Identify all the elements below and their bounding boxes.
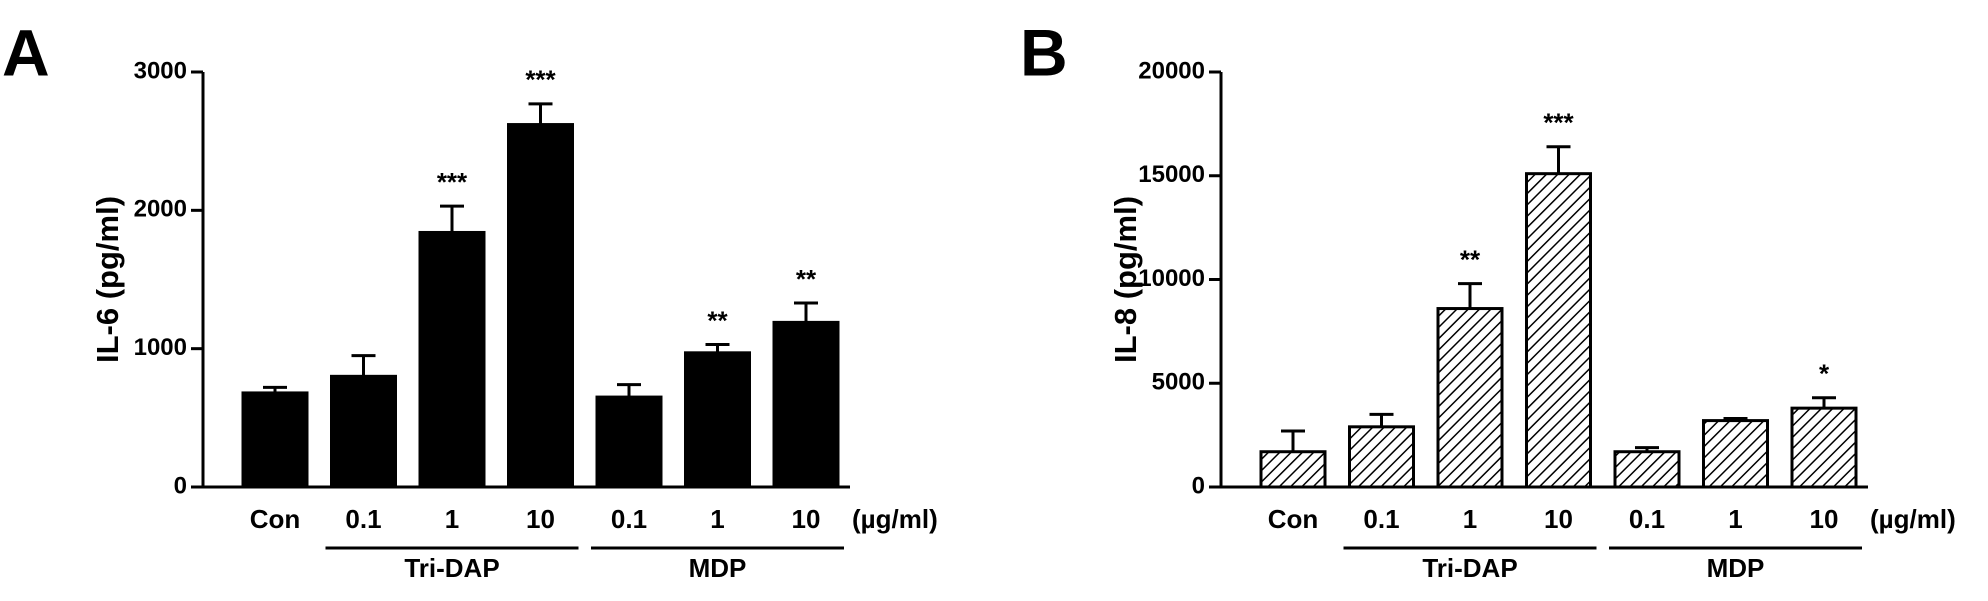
error-bar <box>617 383 641 398</box>
x-tick-label: 0.1 <box>611 504 647 534</box>
bar <box>772 320 840 489</box>
y-tick-label: 1000 <box>134 334 187 361</box>
bar <box>1702 419 1769 489</box>
y-tick-label: 0 <box>1192 472 1205 499</box>
significance-label: *** <box>525 65 556 95</box>
panel-label: B <box>1020 15 1068 89</box>
error-bar <box>1812 396 1836 409</box>
x-tick-label: 1 <box>1728 504 1742 534</box>
x-tick-label: 10 <box>1544 504 1573 534</box>
bar <box>1259 450 1327 489</box>
error-bar <box>1281 429 1305 452</box>
bar <box>330 374 397 489</box>
group-label: MDP <box>689 553 747 583</box>
significance-label: *** <box>437 167 468 197</box>
error-bar <box>1546 145 1571 174</box>
bar <box>684 351 751 489</box>
x-tick-label: 10 <box>792 504 821 534</box>
x-tick-label: 1 <box>445 504 459 534</box>
significance-label: ** <box>796 264 817 294</box>
x-tick-label: Con <box>1268 504 1319 534</box>
panel-label: A <box>2 15 50 89</box>
x-tick-label: 1 <box>1463 504 1477 534</box>
error-bar <box>440 204 464 233</box>
bar <box>1525 172 1592 489</box>
x-tick-label: 0.1 <box>1629 504 1665 534</box>
error-bar <box>794 301 818 323</box>
error-bar <box>1458 282 1482 309</box>
y-axis-label: IL-6 (pg/ml) <box>90 196 125 363</box>
group-label: MDP <box>1707 553 1765 583</box>
group-label: Tri-DAP <box>404 553 499 583</box>
x-unit-label: (µg/ml) <box>1870 504 1956 534</box>
bar <box>1436 307 1504 489</box>
significance-label: ** <box>1460 245 1481 275</box>
y-tick-label: 15000 <box>1138 161 1205 188</box>
y-tick-label: 10000 <box>1138 265 1205 292</box>
x-tick-label: 1 <box>710 504 724 534</box>
x-tick-label: 0.1 <box>345 504 381 534</box>
x-tick-label: Con <box>250 504 301 534</box>
y-tick-label: 2000 <box>134 196 187 223</box>
bar <box>595 395 663 489</box>
group-label: Tri-DAP <box>1422 553 1517 583</box>
x-tick-label: 0.1 <box>1363 504 1399 534</box>
error-bar <box>1369 412 1394 427</box>
x-unit-label: (µg/ml) <box>852 504 938 534</box>
x-tick-label: 10 <box>526 504 555 534</box>
bar <box>1348 425 1415 489</box>
bar <box>507 123 574 489</box>
significance-label: *** <box>1543 108 1574 138</box>
bar <box>418 230 486 489</box>
y-tick-label: 0 <box>174 472 187 499</box>
y-tick-label: 5000 <box>1152 369 1205 396</box>
error-bar <box>351 354 376 377</box>
bar <box>1613 450 1681 489</box>
x-tick-label: 10 <box>1810 504 1839 534</box>
significance-label: ** <box>707 305 728 335</box>
y-axis-label: IL-8 (pg/ml) <box>1108 196 1143 363</box>
bar <box>241 391 309 489</box>
y-tick-label: 20000 <box>1138 57 1205 84</box>
significance-label: * <box>1819 359 1830 389</box>
y-tick-label: 3000 <box>134 57 187 84</box>
error-bar <box>528 102 553 125</box>
bar <box>1790 406 1858 489</box>
